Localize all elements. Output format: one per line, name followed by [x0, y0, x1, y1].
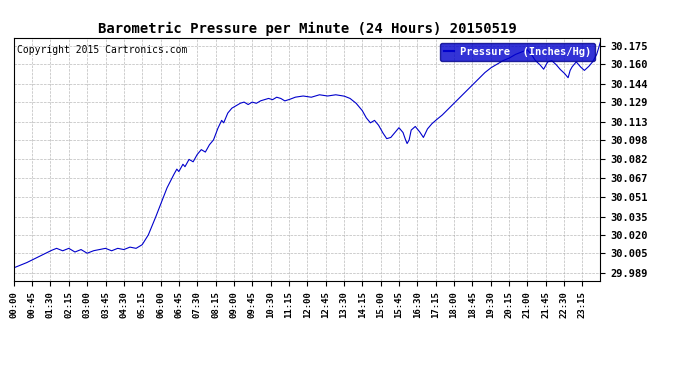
Legend: Pressure  (Inches/Hg): Pressure (Inches/Hg)	[440, 43, 595, 61]
Title: Barometric Pressure per Minute (24 Hours) 20150519: Barometric Pressure per Minute (24 Hours…	[98, 22, 516, 36]
Text: Copyright 2015 Cartronics.com: Copyright 2015 Cartronics.com	[17, 45, 187, 55]
